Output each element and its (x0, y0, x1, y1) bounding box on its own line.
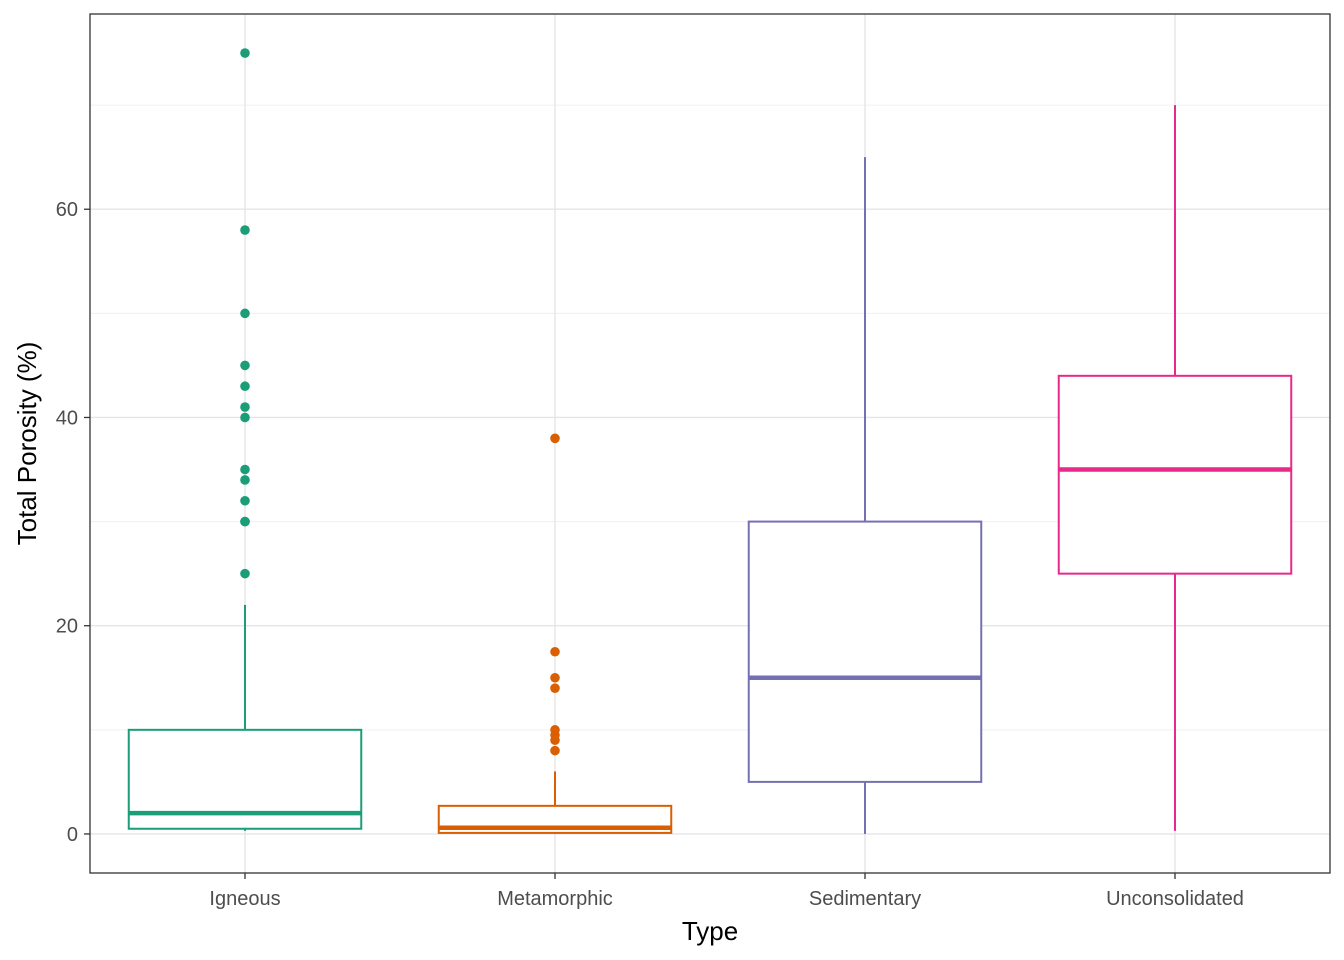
outlier-point (240, 360, 250, 371)
outlier-point (550, 683, 560, 693)
y-tick-label: 0 (67, 824, 78, 846)
outlier-point (240, 475, 250, 485)
box-unconsolidated (1057, 105, 1293, 831)
y-tick-label: 60 (56, 199, 78, 221)
x-axis-title: Type (682, 916, 738, 946)
outlier-point (240, 402, 250, 412)
box-metamorphic (437, 433, 673, 834)
x-tick-label: Sedimentary (809, 888, 921, 910)
x-axis: Igneous Metamorphic Sedimentary Unconsolida… (209, 873, 1244, 910)
box-igneous (127, 48, 363, 831)
outlier-point (550, 725, 560, 735)
x-tick-label: Metamorphic (497, 888, 613, 910)
outlier-point (240, 308, 250, 319)
outlier-point (550, 646, 560, 657)
y-tick-label: 40 (56, 407, 78, 429)
y-axis: 0 20 40 60 (56, 199, 90, 846)
box-sedimentary (747, 157, 983, 834)
outlier-point (240, 381, 250, 392)
x-tick-label: Igneous (209, 888, 280, 910)
outlier-point (240, 48, 250, 58)
outlier-point (550, 433, 560, 444)
outlier-point (550, 745, 560, 756)
outlier-point (240, 495, 250, 506)
outlier-point (240, 412, 250, 423)
y-axis-title: Total Porosity (%) (12, 342, 42, 546)
outlier-point (240, 464, 250, 475)
outlier-point (240, 516, 250, 527)
plot-panel-border (89, 13, 1331, 874)
outlier-point (240, 225, 250, 235)
box-series (127, 48, 1293, 834)
y-tick-label: 20 (56, 616, 78, 638)
x-tick-label: Unconsolidated (1106, 888, 1244, 910)
outlier-point (550, 672, 560, 683)
iqr-box (747, 520, 983, 783)
iqr-box (1057, 374, 1293, 575)
outlier-point (240, 568, 250, 579)
